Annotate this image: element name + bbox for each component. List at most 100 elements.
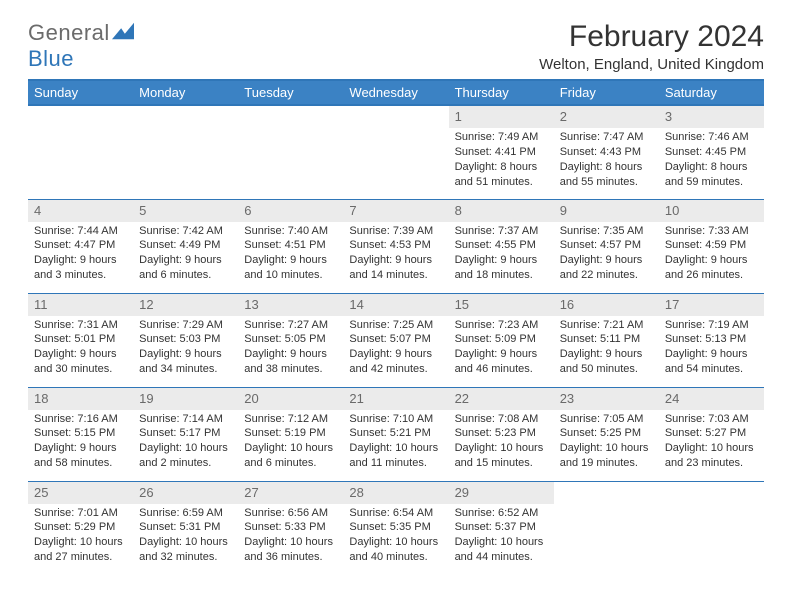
location: Welton, England, United Kingdom — [539, 56, 764, 73]
calendar-day-cell: 15Sunrise: 7:23 AMSunset: 5:09 PMDayligh… — [449, 293, 554, 387]
logo-text-general: General — [28, 20, 110, 45]
day-info: Sunrise: 7:03 AMSunset: 5:27 PMDaylight:… — [663, 412, 760, 471]
day-info: Sunrise: 7:27 AMSunset: 5:05 PMDaylight:… — [242, 318, 339, 377]
day-number: 16 — [560, 297, 574, 312]
logo-mark-icon — [112, 22, 134, 40]
day-number-row: 7 — [343, 200, 448, 222]
day-number: 8 — [455, 203, 462, 218]
day-info: Sunrise: 7:35 AMSunset: 4:57 PMDaylight:… — [558, 224, 655, 283]
day-number-row: 5 — [133, 200, 238, 222]
day-number-row: 16 — [554, 294, 659, 316]
calendar-day-cell: 13 Sunrise: 7:27 AMSunset: 5:05 PMDayligh… — [238, 293, 343, 387]
day-info: Sunrise: 7:37 AMSunset: 4:55 PMDaylight:… — [453, 224, 550, 283]
day-number: 10 — [665, 203, 679, 218]
day-info: Sunrise: 7:05 AMSunset: 5:25 PMDaylight:… — [558, 412, 655, 471]
day-number: 17 — [665, 297, 679, 312]
day-number: 9 — [560, 203, 567, 218]
day-info: Sunrise: 7:12 AMSunset: 5:19 PMDaylight:… — [242, 412, 339, 471]
day-number-row: 28 — [343, 482, 448, 504]
calendar-day-cell: 7Sunrise: 7:39 AMSunset: 4:53 PMDaylight… — [343, 199, 448, 293]
day-info: Sunrise: 7:01 AMSunset: 5:29 PMDaylight:… — [32, 506, 129, 565]
day-number: 12 — [139, 297, 153, 312]
day-number: 3 — [665, 109, 672, 124]
calendar-day-cell: 18 Sunrise: 7:16 AMSunset: 5:15 PMDayligh… — [28, 387, 133, 481]
day-info: Sunrise: 7:46 AMSunset: 4:45 PMDaylight:… — [663, 130, 760, 189]
day-number-row: 22 — [449, 388, 554, 410]
calendar-day-cell: 2Sunrise: 7:47 AMSunset: 4:43 PMDaylight… — [554, 105, 659, 199]
title-block: February 2024 Welton, England, United Ki… — [539, 20, 764, 73]
calendar-day-cell: 8 Sunrise: 7:37 AMSunset: 4:55 PMDaylight… — [449, 199, 554, 293]
day-number: 25 — [34, 485, 48, 500]
calendar-empty-cell — [238, 105, 343, 199]
day-number: 27 — [244, 485, 258, 500]
day-number-row: 11 — [28, 294, 133, 316]
day-number: 28 — [349, 485, 363, 500]
day-info: Sunrise: 7:31 AMSunset: 5:01 PMDaylight:… — [32, 318, 129, 377]
calendar-empty-cell — [659, 481, 764, 575]
calendar-table: SundayMondayTuesdayWednesdayThursdayFrid… — [28, 79, 764, 575]
month-title: February 2024 — [539, 20, 764, 54]
weekday-header: Sunday — [28, 80, 133, 105]
calendar-empty-cell — [343, 105, 448, 199]
calendar-day-cell: 23 Sunrise: 7:05 AMSunset: 5:25 PMDayligh… — [554, 387, 659, 481]
calendar-day-cell: 27Sunrise: 6:56 AMSunset: 5:33 PMDayligh… — [238, 481, 343, 575]
calendar-day-cell: 1Sunrise: 7:49 AMSunset: 4:41 PMDaylight… — [449, 105, 554, 199]
day-info: Sunrise: 7:19 AMSunset: 5:13 PMDaylight:… — [663, 318, 760, 377]
calendar-empty-cell — [28, 105, 133, 199]
day-info: Sunrise: 7:44 AMSunset: 4:47 PMDaylight:… — [32, 224, 129, 283]
day-number-row: 13 — [238, 294, 343, 316]
day-number-row: 19 — [133, 388, 238, 410]
page-header: General Blue February 2024 Welton, Engla… — [28, 20, 764, 73]
weekday-header: Thursday — [449, 80, 554, 105]
day-number-row: 24 — [659, 388, 764, 410]
day-number: 18 — [34, 391, 48, 406]
calendar-day-cell: 24Sunrise: 7:03 AMSunset: 5:27 PMDayligh… — [659, 387, 764, 481]
day-number-row: 4 — [28, 200, 133, 222]
calendar-day-cell: 10 Sunrise: 7:33 AMSunset: 4:59 PMDayligh… — [659, 199, 764, 293]
calendar-body: 1Sunrise: 7:49 AMSunset: 4:41 PMDaylight… — [28, 105, 764, 575]
day-info: Sunrise: 7:10 AMSunset: 5:21 PMDaylight:… — [347, 412, 444, 471]
day-number: 19 — [139, 391, 153, 406]
day-number-row: 2 — [554, 106, 659, 128]
day-number-row: 17 — [659, 294, 764, 316]
day-number-row: 18 — [28, 388, 133, 410]
calendar-day-cell: 12 Sunrise: 7:29 AMSunset: 5:03 PMDayligh… — [133, 293, 238, 387]
day-info: Sunrise: 7:23 AMSunset: 5:09 PMDaylight:… — [453, 318, 550, 377]
day-number-row: 23 — [554, 388, 659, 410]
calendar-day-cell: 16 Sunrise: 7:21 AMSunset: 5:11 PMDayligh… — [554, 293, 659, 387]
weekday-header: Tuesday — [238, 80, 343, 105]
calendar-day-cell: 19Sunrise: 7:14 AMSunset: 5:17 PMDayligh… — [133, 387, 238, 481]
day-number-row: 8 — [449, 200, 554, 222]
day-number-row: 14 — [343, 294, 448, 316]
day-number-row: 10 — [659, 200, 764, 222]
day-number: 2 — [560, 109, 567, 124]
calendar-empty-cell — [133, 105, 238, 199]
calendar-day-cell: 29Sunrise: 6:52 AMSunset: 5:37 PMDayligh… — [449, 481, 554, 575]
calendar-week-row: 25 Sunrise: 7:01 AMSunset: 5:29 PMDayligh… — [28, 481, 764, 575]
calendar-week-row: 11 Sunrise: 7:31 AMSunset: 5:01 PMDayligh… — [28, 293, 764, 387]
day-info: Sunrise: 7:29 AMSunset: 5:03 PMDaylight:… — [137, 318, 234, 377]
day-number: 23 — [560, 391, 574, 406]
day-number: 20 — [244, 391, 258, 406]
calendar-day-cell: 5Sunrise: 7:42 AMSunset: 4:49 PMDaylight… — [133, 199, 238, 293]
weekday-header: Saturday — [659, 80, 764, 105]
calendar-day-cell: 25 Sunrise: 7:01 AMSunset: 5:29 PMDayligh… — [28, 481, 133, 575]
weekday-header: Monday — [133, 80, 238, 105]
day-number: 11 — [34, 297, 48, 312]
calendar-week-row: 18 Sunrise: 7:16 AMSunset: 5:15 PMDayligh… — [28, 387, 764, 481]
day-info: Sunrise: 6:54 AMSunset: 5:35 PMDaylight:… — [347, 506, 444, 565]
day-info: Sunrise: 6:52 AMSunset: 5:37 PMDaylight:… — [453, 506, 550, 565]
day-info: Sunrise: 7:33 AMSunset: 4:59 PMDaylight:… — [663, 224, 760, 283]
calendar-day-cell: 11 Sunrise: 7:31 AMSunset: 5:01 PMDayligh… — [28, 293, 133, 387]
day-info: Sunrise: 7:16 AMSunset: 5:15 PMDaylight:… — [32, 412, 129, 471]
day-number: 13 — [244, 297, 258, 312]
day-number-row: 21 — [343, 388, 448, 410]
day-number: 21 — [349, 391, 363, 406]
day-number-row: 27 — [238, 482, 343, 504]
day-info: Sunrise: 7:39 AMSunset: 4:53 PMDaylight:… — [347, 224, 444, 283]
day-info: Sunrise: 7:21 AMSunset: 5:11 PMDaylight:… — [558, 318, 655, 377]
day-number: 22 — [455, 391, 469, 406]
calendar-day-cell: 22Sunrise: 7:08 AMSunset: 5:23 PMDayligh… — [449, 387, 554, 481]
day-number: 4 — [34, 203, 41, 218]
calendar-day-cell: 20 Sunrise: 7:12 AMSunset: 5:19 PMDayligh… — [238, 387, 343, 481]
